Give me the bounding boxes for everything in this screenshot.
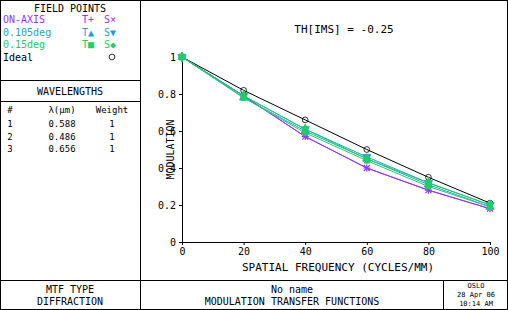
legend-entry: S◆ (104, 39, 116, 50)
frame (1, 1, 508, 310)
table-cell: 0.656 (48, 144, 75, 154)
tick: 0.4 (158, 163, 182, 174)
table-cell: 1 (7, 119, 12, 129)
divider (443, 280, 444, 310)
legend-entry: ON-AXIS (3, 14, 45, 25)
footer-small: 10:14 AM (459, 300, 493, 308)
tick-mark (179, 168, 182, 169)
tick-mark (305, 242, 306, 245)
marker (364, 154, 370, 164)
tick: 20 (238, 242, 250, 257)
divider (0, 280, 508, 281)
tick-label: 0.2 (158, 200, 176, 211)
legend-entry: T▲ (82, 27, 94, 38)
legend-entry: S× (104, 14, 116, 25)
series-line (182, 57, 490, 209)
tick: 0 (179, 242, 185, 257)
table-cell: 1 (109, 144, 114, 154)
marker (179, 52, 185, 62)
footer-value: DIFFRACTION (37, 296, 103, 307)
tick-label: 1 (170, 52, 176, 63)
chart-root: FIELD POINTSON-AXIS T+ S× 0.105deg T▲ S▼ 0.15d… (0, 0, 508, 310)
series-line (182, 57, 490, 205)
legend-title: FIELD POINTS (34, 3, 106, 14)
marker (363, 165, 370, 172)
chart-title: TH[IMS] = -0.25 (294, 23, 393, 36)
y-axis: 0 0.2 0.4 0.6 0.8 1 (158, 52, 183, 248)
series-line (182, 57, 490, 205)
x-axis: 0 20 40 60 80 100 (179, 242, 499, 257)
tick-label: 0 (179, 246, 185, 257)
marker (364, 165, 370, 171)
tick: 40 (300, 242, 312, 257)
series-line (182, 57, 490, 209)
tick: 0 (170, 237, 182, 248)
table-header: λ(µm) (48, 105, 75, 115)
tick-mark (179, 131, 182, 132)
tick-mark (179, 242, 182, 243)
footer-small: 28 Apr 06 (457, 291, 495, 299)
tick-mark (244, 242, 245, 245)
marker (302, 124, 308, 134)
table-title: WAVELENGTHS (37, 86, 103, 97)
legend-entry: 0.105deg (3, 27, 51, 38)
marker (241, 91, 247, 101)
marker (302, 117, 308, 123)
legend-symbol (109, 54, 115, 60)
footer-label: MTF TYPE (46, 284, 94, 295)
tick-mark (179, 205, 182, 206)
legend-entry: Ideal (3, 52, 33, 63)
tick-mark (367, 242, 368, 245)
table-header: # (7, 105, 13, 115)
table-cell: 1 (109, 132, 114, 142)
marker (487, 200, 493, 210)
series-line (182, 57, 490, 207)
table-cell: 3 (7, 144, 12, 154)
tick: 0.2 (158, 200, 182, 211)
legend-entry: T■ (82, 39, 94, 50)
tick-label: 0.4 (158, 163, 176, 174)
tick-label: 40 (300, 246, 312, 257)
plot-area (178, 52, 494, 212)
footer-small: OSLO (468, 282, 485, 290)
axis-line (182, 58, 183, 243)
tick-label: 0.6 (158, 126, 176, 137)
legend-entry: 0.15deg (3, 39, 45, 50)
tick-label: 60 (361, 246, 373, 257)
tick-label: 0 (170, 237, 176, 248)
table-cell: 2 (7, 132, 12, 142)
divider (0, 101, 140, 102)
tick: 60 (361, 242, 373, 257)
table-header: Weight (96, 105, 129, 115)
marker (425, 178, 431, 188)
tick: 80 (423, 242, 435, 257)
tick: 0.8 (158, 89, 182, 100)
series-line (182, 57, 490, 207)
table-cell: 0.486 (48, 132, 75, 142)
table-cell: 1 (109, 119, 114, 129)
tick-mark (179, 94, 182, 95)
footer-title: MODULATION TRANSFER FUNCTIONS (205, 296, 380, 307)
footer-label: No name (271, 284, 313, 295)
tick-mark (428, 242, 429, 245)
table-cell: 0.588 (48, 119, 75, 129)
marker (364, 147, 370, 153)
tick-label: 0.8 (158, 89, 176, 100)
divider (140, 0, 141, 310)
tick-mark (490, 242, 491, 245)
tick-label: 80 (423, 246, 435, 257)
tick-label: 100 (481, 246, 499, 257)
series-line (182, 57, 490, 203)
tick: 0.6 (158, 126, 182, 137)
axis-title: SPATIAL FREQUENCY (CYCLES/MM) (242, 261, 434, 274)
legend-entry: T+ (82, 14, 94, 25)
divider (0, 80, 140, 81)
tick: 100 (481, 242, 499, 257)
tick-label: 20 (238, 246, 250, 257)
legend-entry: S▼ (104, 27, 116, 38)
axis-line (183, 242, 491, 243)
